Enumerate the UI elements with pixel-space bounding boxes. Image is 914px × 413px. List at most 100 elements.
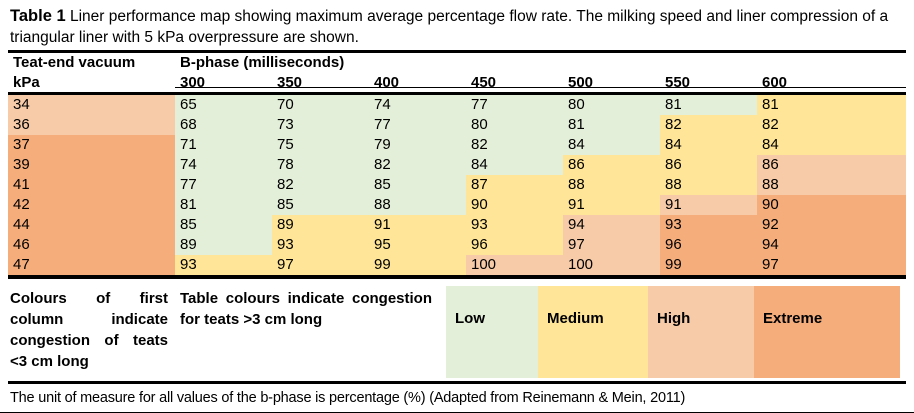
table-row: 42 81 85 88 90 91 91 90: [8, 195, 906, 215]
legend-swatch-low: Low: [446, 286, 538, 378]
flow-rate-cell: 97: [563, 235, 660, 255]
flow-rate-cell: 82: [369, 155, 466, 175]
flow-rate-cell: 85: [175, 215, 272, 235]
flow-rate-cell: 71: [175, 135, 272, 155]
flow-rate-cell: 81: [563, 115, 660, 135]
flow-rate-cell: 96: [466, 235, 563, 255]
kpa-cell: 39: [8, 155, 175, 175]
table-caption: Table 1 Liner performance map showing ma…: [0, 0, 914, 50]
table-row: 44 85 89 91 93 94 93 92: [8, 215, 906, 235]
flow-rate-cell: 65: [175, 93, 272, 115]
flow-rate-cell: 82: [757, 115, 906, 135]
flow-rate-cell: 88: [369, 195, 466, 215]
table-row: 36 68 73 77 80 81 82 82: [8, 115, 906, 135]
legend-swatch-high: High: [648, 286, 754, 378]
flow-rate-cell: 89: [175, 235, 272, 255]
flow-rate-cell: 93: [175, 255, 272, 279]
legend-swatch-extreme: Extreme: [754, 286, 900, 378]
legend-swatch-medium: Medium: [538, 286, 648, 378]
flow-rate-cell: 85: [369, 175, 466, 195]
table-row: 39 74 78 82 84 86 86 86: [8, 155, 906, 175]
column-header-ms: 400: [369, 72, 466, 95]
flow-rate-cell: 97: [757, 255, 906, 279]
table-caption-label: Table 1: [10, 7, 66, 25]
flow-rate-cell: 93: [660, 215, 757, 235]
table-caption-text: Liner performance map showing maximum av…: [10, 8, 889, 46]
header-row-1: Teat-end vacuum B-phase (milliseconds): [8, 52, 906, 73]
legend-first-column-note: Colours of first column indicate congest…: [10, 290, 168, 370]
flow-rate-cell: 80: [563, 93, 660, 115]
kpa-cell: 44: [8, 215, 175, 235]
flow-rate-cell: 80: [466, 115, 563, 135]
flow-rate-cell: 86: [660, 155, 757, 175]
kpa-cell: 34: [8, 93, 175, 115]
table-header: Teat-end vacuum B-phase (milliseconds) k…: [8, 52, 906, 95]
flow-rate-cell: 74: [175, 155, 272, 175]
flow-rate-cell: 96: [660, 235, 757, 255]
kpa-cell: 47: [8, 255, 175, 279]
column-header-ms: 300: [175, 72, 272, 95]
table-row: 41 77 82 85 87 88 88 88: [8, 175, 906, 195]
table-row: 46 89 93 95 96 97 96 94: [8, 235, 906, 255]
flow-rate-cell: 93: [466, 215, 563, 235]
flow-rate-cell: 79: [369, 135, 466, 155]
flow-rate-cell: 73: [272, 115, 369, 135]
kpa-cell: 37: [8, 135, 175, 155]
flow-rate-cell: 84: [466, 155, 563, 175]
flow-rate-cell: 82: [272, 175, 369, 195]
flow-rate-cell: 99: [369, 255, 466, 279]
flow-rate-cell: 68: [175, 115, 272, 135]
flow-rate-cell: 94: [757, 235, 906, 255]
legend-section: Colours of first column indicate congest…: [8, 286, 906, 384]
flow-rate-cell: 87: [466, 175, 563, 195]
table-row: 37 71 75 79 82 84 84 84: [8, 135, 906, 155]
kpa-cell: 46: [8, 235, 175, 255]
row-header-unit: kPa: [8, 72, 175, 95]
flow-rate-cell: 81: [660, 93, 757, 115]
flow-rate-cell: 88: [757, 175, 906, 195]
liner-performance-table: Teat-end vacuum B-phase (milliseconds) k…: [8, 50, 906, 279]
column-header-ms: 550: [660, 72, 757, 95]
kpa-cell: 36: [8, 115, 175, 135]
column-header-ms: 500: [563, 72, 660, 95]
row-header-title: Teat-end vacuum: [13, 54, 136, 71]
flow-rate-cell: 88: [660, 175, 757, 195]
legend-table-note: Table colours indicate congestion for te…: [180, 290, 432, 328]
flow-rate-cell: 77: [466, 93, 563, 115]
column-header-ms: 350: [272, 72, 369, 95]
flow-rate-cell: 78: [272, 155, 369, 175]
footnote: The unit of measure for all values of th…: [10, 390, 686, 406]
flow-rate-cell: 100: [563, 255, 660, 279]
flow-rate-cell: 86: [757, 155, 906, 175]
flow-rate-cell: 91: [660, 195, 757, 215]
column-header-ms: 600: [757, 72, 906, 95]
kpa-cell: 41: [8, 175, 175, 195]
flow-rate-cell: 77: [175, 175, 272, 195]
flow-rate-cell: 99: [660, 255, 757, 279]
flow-rate-cell: 91: [369, 215, 466, 235]
table-row: 34 65 70 74 77 80 81 81: [8, 93, 906, 115]
flow-rate-cell: 81: [175, 195, 272, 215]
flow-rate-cell: 84: [660, 135, 757, 155]
flow-rate-cell: 90: [466, 195, 563, 215]
flow-rate-cell: 81: [757, 93, 906, 115]
column-header-ms: 450: [466, 72, 563, 95]
flow-rate-cell: 97: [272, 255, 369, 279]
flow-rate-cell: 88: [563, 175, 660, 195]
flow-rate-cell: 75: [272, 135, 369, 155]
header-row-2: kPa 300 350 400 450 500 550 600: [8, 72, 906, 95]
flow-rate-cell: 92: [757, 215, 906, 235]
flow-rate-cell: 84: [757, 135, 906, 155]
flow-rate-cell: 77: [369, 115, 466, 135]
flow-rate-cell: 93: [272, 235, 369, 255]
col-group-header: B-phase (milliseconds): [180, 54, 345, 71]
flow-rate-cell: 90: [757, 195, 906, 215]
flow-rate-cell: 70: [272, 93, 369, 115]
performance-table-body: 34 65 70 74 77 80 81 81 36 68 73 77 80 81 82 82 37 71 75 79…: [8, 93, 906, 279]
flow-rate-cell: 82: [466, 135, 563, 155]
flow-rate-cell: 100: [466, 255, 563, 279]
flow-rate-cell: 91: [563, 195, 660, 215]
flow-rate-cell: 94: [563, 215, 660, 235]
flow-rate-cell: 74: [369, 93, 466, 115]
kpa-cell: 42: [8, 195, 175, 215]
